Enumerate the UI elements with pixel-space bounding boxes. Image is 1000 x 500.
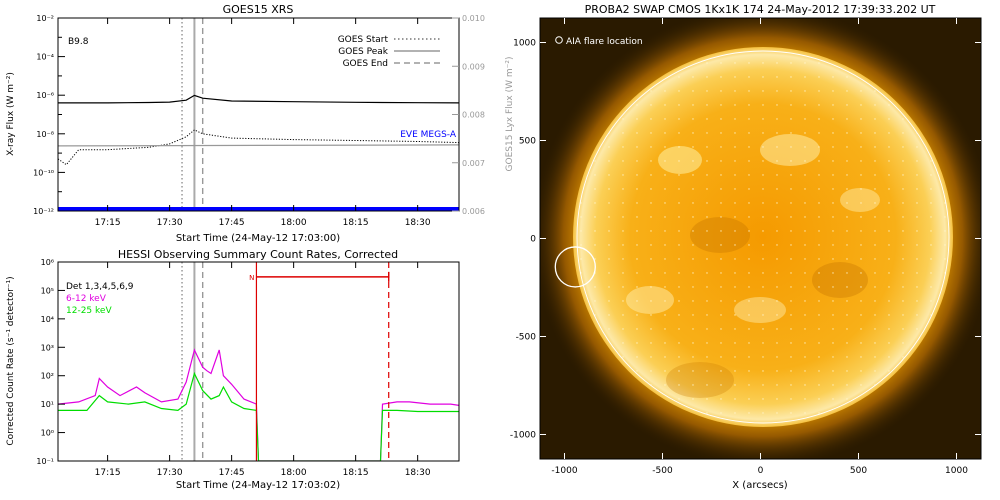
swap-x-tick-label: -500 [652, 466, 673, 476]
goes-x-tick-label: 17:15 [95, 218, 121, 228]
hessi-plot-frame [57, 261, 460, 462]
hessi-x-tick-label: 17:15 [95, 468, 121, 478]
hessi-band2-label: 12-25 keV [66, 306, 112, 316]
goes-xrs-panel: GOES15 XRS 17:15 17:30 17:45 18:00 18:15 18:3… [6, 3, 515, 244]
goes-plot-frame [57, 17, 460, 212]
goes-long-series [58, 94, 459, 104]
hessi-12-25kev-series [58, 371, 459, 461]
goes-ylabel-right: GOES15 Lyx Flux (W m⁻²) [505, 57, 515, 172]
goes-ylabel: X-ray Flux (W m⁻²) [6, 72, 16, 156]
hessi-y-tick-label: 10⁵ [41, 286, 54, 295]
hessi-y-tick-label: 10⁴ [41, 315, 54, 324]
goes-title: GOES15 XRS [223, 3, 294, 16]
hessi-x-tick-label: 18:15 [343, 468, 369, 478]
goes-eve-label: EVE MEGS-A [400, 130, 457, 140]
swap-x-tick-label: 0 [758, 466, 764, 476]
hessi-y-tick-label: 10³ [41, 343, 54, 352]
hessi-det-label: Det 1,3,4,5,6,9 [66, 282, 134, 292]
swap-image-panel: PROBA2 SWAP CMOS 1Kx1K 174 24-May-2012 1… [510, 3, 982, 491]
swap-xlabel: X (arcsecs) [732, 480, 788, 491]
goes-x-tick-label: 18:30 [405, 218, 431, 228]
swap-y-ticks: -1000 -500 0 500 1000 [510, 39, 981, 441]
hessi-xlabel: Start Time (24-May-12 17:03:02) [176, 480, 340, 491]
hessi-panel: HESSI Observing Summary Count Rates, Cor… [6, 248, 460, 491]
goes-y-right-tick-label: 0.009 [462, 62, 485, 71]
goes-y-tick-label: 10⁻¹⁰ [33, 168, 54, 177]
swap-y-tick-label: 500 [519, 137, 536, 147]
goes-class-label: B9.8 [68, 37, 89, 47]
hessi-y-tick-label: 10⁰ [41, 429, 54, 438]
hessi-night-label: N [249, 274, 254, 282]
goes-x-ticks: 17:15 17:30 17:45 18:00 18:15 18:30 [95, 18, 431, 228]
swap-x-tick-label: 500 [850, 466, 867, 476]
swap-x-tick-label: 1000 [945, 466, 968, 476]
swap-y-tick-label: -1000 [510, 431, 536, 441]
goes-y-right-tick-label: 0.010 [462, 14, 485, 23]
goes-series-layer [58, 18, 459, 211]
goes-y-right-tick-label: 0.007 [462, 159, 485, 168]
goes-legend-start: GOES Start [338, 35, 389, 45]
aia-flare-location-marker [554, 246, 596, 288]
goes-x-tick-label: 17:45 [219, 218, 245, 228]
swap-y-tick-label: -500 [516, 333, 537, 343]
hessi-x-tick-label: 17:45 [219, 468, 245, 478]
aia-legend-label: AIA flare location [566, 37, 643, 47]
goes-y-right-ticks: 0.006 0.007 0.008 0.009 0.010 [452, 14, 485, 216]
hessi-x-ticks: 17:15 17:30 17:45 18:00 18:15 18:30 [95, 262, 431, 478]
hessi-title: HESSI Observing Summary Count Rates, Cor… [118, 248, 398, 261]
hessi-y-tick-label: 10⁻¹ [36, 457, 54, 466]
goes-x-tick-label: 17:30 [157, 218, 183, 228]
sun-texture [577, 51, 949, 423]
hessi-band1-label: 6-12 keV [66, 294, 107, 304]
goes-y-tick-label: 10⁻⁶ [36, 91, 54, 100]
goes-lyx-series [58, 144, 459, 147]
solar-limb [576, 50, 950, 424]
hessi-y-tick-label: 10¹ [41, 400, 54, 409]
goes-legend-peak: GOES Peak [338, 47, 388, 57]
goes-xlabel: Start Time (24-May-12 17:03:00) [176, 233, 340, 244]
goes-legend-end: GOES End [343, 59, 388, 69]
swap-title: PROBA2 SWAP CMOS 1Kx1K 174 24-May-2012 1… [585, 3, 936, 16]
goes-y-tick-label: 10⁻⁴ [36, 53, 54, 62]
hessi-y-tick-label: 10² [41, 372, 54, 381]
hessi-series-layer [58, 262, 459, 461]
goes-y-tick-label: 10⁻¹² [33, 207, 54, 216]
hessi-y-ticks: 10⁻¹ 10⁰ 10¹ 10² 10³ 10⁴ 10⁵ 10⁶ [36, 258, 65, 466]
hessi-ylabel: Corrected Count Rate (s⁻¹ detector⁻¹) [6, 276, 16, 445]
aia-legend-marker [555, 36, 563, 44]
swap-x-ticks: -1000 -500 0 500 1000 [551, 18, 968, 476]
hessi-6-12kev-series [58, 348, 459, 461]
goes-short-series [58, 129, 459, 166]
goes-y-tick-label: 10⁻⁸ [36, 130, 54, 139]
goes-legend: GOES Start GOES Peak GOES End [338, 35, 440, 69]
hessi-y-tick-label: 10⁶ [41, 258, 54, 267]
hessi-x-tick-label: 17:30 [157, 468, 183, 478]
swap-y-tick-label: 0 [530, 235, 536, 245]
goes-y-right-tick-label: 0.006 [462, 207, 485, 216]
swap-y-tick-label: 1000 [513, 39, 536, 49]
goes-x-tick-label: 18:15 [343, 218, 369, 228]
hessi-x-tick-label: 18:30 [405, 468, 431, 478]
goes-y-tick-label: 10⁻² [36, 14, 54, 23]
goes-x-tick-label: 18:00 [281, 218, 307, 228]
goes-y-right-tick-label: 0.008 [462, 111, 485, 120]
hessi-x-tick-label: 18:00 [281, 468, 307, 478]
swap-x-tick-label: -1000 [551, 466, 577, 476]
goes-y-ticks: 10⁻¹² 10⁻¹⁰ 10⁻⁸ 10⁻⁶ 10⁻⁴ 10⁻² [33, 14, 65, 216]
